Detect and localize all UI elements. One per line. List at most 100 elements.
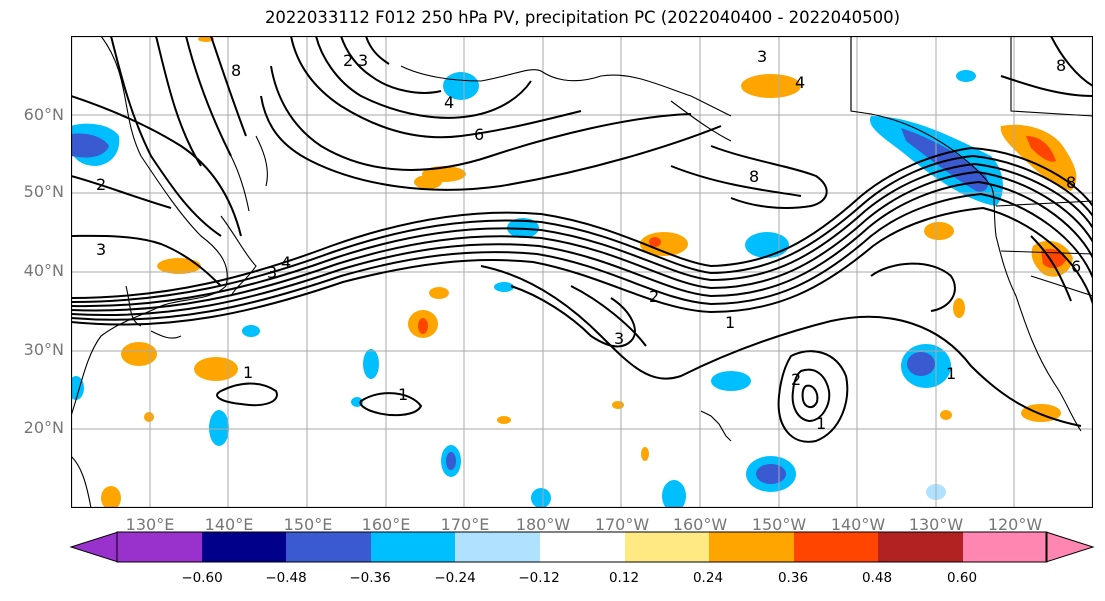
lat-label: 50°N [23, 182, 64, 201]
precip-negative-area [209, 410, 229, 446]
precip-negative-area [756, 464, 786, 484]
colorbar-extend-high [1045, 531, 1095, 563]
contour-label: 6 [1071, 257, 1081, 276]
contour-label: 1 [243, 363, 253, 382]
precip-positive-area [429, 287, 449, 299]
colorbar-tick-label: 0.48 [861, 570, 893, 586]
precip-negative-area [242, 325, 260, 337]
colorbar-segment [371, 532, 455, 562]
contour-label: 3 [358, 51, 368, 70]
colorbar-extend-low [69, 531, 119, 563]
precip-negative-area [494, 282, 514, 292]
contour-label: 3 [614, 329, 624, 348]
contour-labels: 8 3 2 4 6 3 4 8 2 3 3 4 2 3 1 1 1 2 1 8 … [96, 47, 1081, 433]
lon-label: 160°E [361, 515, 411, 534]
contour-label: 3 [267, 263, 277, 282]
lon-label: 130°E [125, 515, 175, 534]
contour-label: 2 [343, 51, 353, 70]
lat-label: 40°N [23, 261, 64, 280]
precip-positive-area [414, 175, 442, 189]
precip-positive-area [144, 412, 154, 422]
precip-negative-area [901, 128, 988, 192]
precip-positive-area [953, 298, 965, 318]
contour-label: 8 [1066, 173, 1076, 192]
precip-positive-area [121, 342, 157, 366]
pv-contours [71, 36, 1093, 443]
lon-label: 140°E [204, 515, 254, 534]
precip-positive-area [418, 318, 428, 334]
precip-negative-area [907, 352, 935, 376]
contour-label: 8 [231, 61, 241, 80]
colorbar-tick-label: 0.12 [608, 570, 640, 586]
lon-label: 180°W [515, 515, 571, 534]
contour-label: 2 [96, 175, 106, 194]
contour-label: 6 [474, 125, 484, 144]
precip-negative-area [711, 371, 751, 391]
colorbar-segment [709, 532, 794, 562]
map-frame [71, 36, 1093, 508]
contour-label: 2 [649, 287, 659, 306]
colorbar-tick-label: 0.24 [692, 570, 724, 586]
colorbar-tick-label: −0.24 [434, 570, 476, 586]
contour-label: 8 [749, 167, 759, 186]
colorbar-segment [117, 532, 202, 562]
precip-negative-area [443, 72, 479, 100]
precip-positive-area [924, 222, 954, 240]
precip-negative-area [956, 70, 976, 82]
colorbar-tick-label: −0.36 [349, 570, 391, 586]
lon-label: 140°W [830, 515, 886, 534]
precip-negative-area [446, 452, 456, 470]
precip-positive-area [612, 401, 624, 409]
precip-positive-area [741, 74, 801, 98]
colorbar-tick-label: 0.36 [777, 570, 809, 586]
contour-label: 2 [791, 370, 801, 389]
contour-label: 8 [1056, 56, 1066, 75]
lon-label: 130°W [908, 515, 964, 534]
lat-label: 60°N [23, 105, 64, 124]
contour-label: 4 [281, 253, 291, 272]
contour-label: 1 [946, 364, 956, 383]
precip-positive-area [497, 416, 511, 424]
precip-positive-area [940, 410, 952, 420]
lat-label: 20°N [23, 418, 64, 437]
precipitation-shading [71, 36, 1077, 508]
lon-label: 120°W [987, 515, 1043, 534]
contour-label: 1 [725, 313, 735, 332]
precip-negative-area [531, 488, 551, 508]
map-panel: 8 3 2 4 6 3 4 8 2 3 3 4 2 3 1 1 1 2 1 8 … [71, 36, 1093, 508]
map-title: 2022033112 F012 250 hPa PV, precipitatio… [264, 8, 901, 27]
contour-label: 4 [795, 73, 805, 92]
colorbar-segment [286, 532, 371, 562]
lon-label: 170°W [594, 515, 650, 534]
contour-label: 1 [816, 414, 826, 433]
colorbar-tick-label: −0.12 [518, 570, 560, 586]
colorbar-segment [794, 532, 878, 562]
lat-label: 30°N [23, 340, 64, 359]
precip-negative-area [363, 349, 379, 379]
colorbar-segment [540, 532, 625, 562]
precip-positive-area [101, 486, 121, 508]
precip-positive-area [1026, 136, 1056, 162]
contour-label: 1 [398, 385, 408, 404]
contour-label: 3 [96, 240, 106, 259]
lon-label: 160°W [672, 515, 728, 534]
precip-negative-area [745, 232, 789, 258]
lon-label: 150°W [751, 515, 807, 534]
colorbar-segment [202, 532, 286, 562]
colorbar-segment [878, 532, 963, 562]
colorbar-frame [116, 531, 1048, 563]
precip-negative-area [662, 480, 686, 508]
colorbar-segment [625, 532, 709, 562]
colorbar-tick-label: −0.48 [265, 570, 307, 586]
lon-label: 150°E [283, 515, 333, 534]
precip-positive-area [198, 36, 214, 42]
precip-positive-area [641, 447, 649, 461]
colorbar-segment [963, 532, 1047, 562]
contour-label: 3 [757, 47, 767, 66]
precip-positive-area [649, 237, 661, 247]
colorbar-segment [455, 532, 540, 562]
colorbar-tick-label: 0.60 [946, 570, 978, 586]
lon-label: 170°E [440, 515, 490, 534]
precip-positive-area [194, 357, 238, 381]
contour-label: 4 [444, 93, 454, 112]
